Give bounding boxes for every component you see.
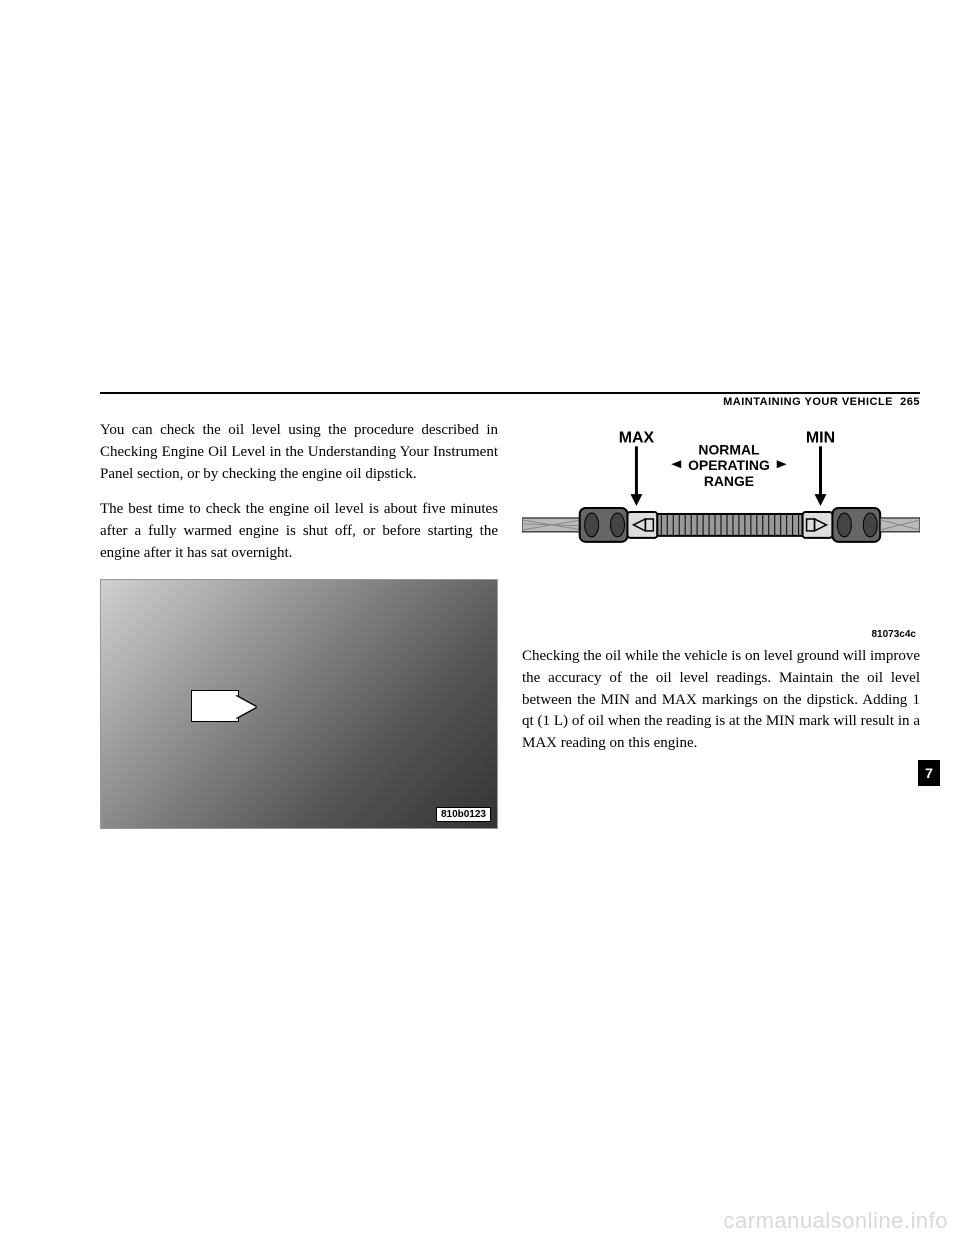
engine-figure-label: 810b0123 [436,807,491,822]
content-columns: You can check the oil level using the pr… [100,420,920,829]
left-marker [627,512,657,538]
header-divider [100,392,920,394]
range-label: RANGE [704,473,754,489]
left-collar [580,508,628,542]
dipstick-svg: MAX MIN NORMAL OPERATING RANGE [522,420,920,600]
page-header: MAINTAINING YOUR VEHICLE 265 [723,396,920,408]
right-column: MAX MIN NORMAL OPERATING RANGE [522,420,920,829]
cable-left [522,518,582,532]
right-para-1: Checking the oil while the vehicle is on… [522,646,920,755]
max-arrow-head-icon [630,494,642,506]
dipstick-pointer-arrow [191,690,239,722]
left-para-1: You can check the oil level using the pr… [100,420,498,485]
max-label: MAX [619,429,655,446]
section-tab-number: 7 [925,765,933,781]
right-range-arrow-icon [777,460,787,468]
left-range-arrow-icon [671,460,681,468]
right-marker [803,512,833,538]
dipstick-figure-label: 81073c4c [872,629,917,640]
engine-bay-figure: 810b0123 [100,579,498,829]
page-number: 265 [900,396,920,408]
right-collar [832,508,880,542]
operating-label: OPERATING [688,457,770,473]
left-column: You can check the oil level using the pr… [100,420,498,829]
min-label: MIN [806,429,835,446]
section-title: MAINTAINING YOUR VEHICLE [723,396,893,408]
dipstick-figure: MAX MIN NORMAL OPERATING RANGE [522,420,920,640]
min-arrow-head-icon [815,494,827,506]
watermark: carmanualsonline.info [723,1208,948,1234]
cable-right [880,518,920,532]
normal-label: NORMAL [698,441,760,457]
section-tab: 7 [918,760,940,786]
threaded-section [657,514,802,536]
left-para-2: The best time to check the engine oil le… [100,499,498,564]
